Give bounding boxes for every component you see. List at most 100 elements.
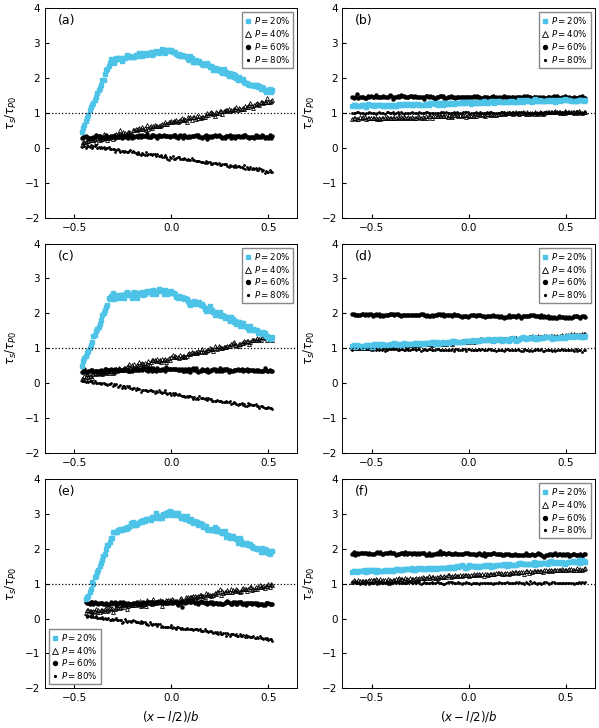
$P = 40\%$: [359, 344, 367, 352]
$P = 20\%$: [482, 561, 489, 570]
$P = 60\%$: [349, 550, 356, 558]
$P = 20\%$: [582, 95, 589, 104]
$P = 20\%$: [543, 559, 550, 568]
$P = 20\%$: [179, 293, 186, 302]
$P = 80\%$: [579, 347, 586, 356]
$P = 20\%$: [78, 362, 86, 371]
$P = 20\%$: [426, 564, 434, 573]
$P = 20\%$: [426, 98, 434, 107]
Legend: $P = 20\%$, $P = 40\%$, $P = 60\%$, $P = 80\%$: $P = 20\%$, $P = 40\%$, $P = 60\%$, $P =…: [539, 483, 591, 539]
$P = 60\%$: [582, 93, 589, 102]
$P = 80\%$: [187, 156, 194, 165]
Line: $P = 80\%$: $P = 80\%$: [351, 347, 586, 353]
$P = 80\%$: [155, 386, 162, 395]
$P = 20\%$: [212, 526, 219, 535]
Y-axis label: $\tau_s/\tau_{P0}$: $\tau_s/\tau_{P0}$: [4, 96, 19, 130]
$P = 80\%$: [237, 162, 244, 171]
$P = 40\%$: [141, 359, 148, 368]
$P = 80\%$: [472, 108, 479, 116]
$P = 20\%$: [511, 336, 518, 344]
$P = 60\%$: [511, 312, 518, 320]
$P = 60\%$: [179, 133, 186, 142]
Text: (c): (c): [58, 250, 74, 263]
$P = 60\%$: [582, 550, 589, 558]
$P = 20\%$: [582, 332, 589, 341]
$P = 80\%$: [510, 346, 517, 355]
$P = 40\%$: [582, 563, 589, 572]
$P = 80\%$: [443, 108, 450, 116]
$P = 80\%$: [510, 578, 517, 587]
$P = 40\%$: [349, 114, 356, 123]
$P = 20\%$: [482, 99, 489, 108]
$P = 60\%$: [180, 366, 187, 375]
$P = 60\%$: [162, 363, 170, 371]
$P = 80\%$: [471, 579, 478, 587]
$P = 40\%$: [443, 339, 450, 348]
$P = 20\%$: [352, 343, 359, 352]
$P = 20\%$: [187, 300, 194, 309]
$P = 60\%$: [184, 596, 192, 604]
$P = 60\%$: [187, 132, 194, 141]
$P = 40\%$: [472, 111, 479, 120]
$P = 20\%$: [443, 99, 450, 108]
Y-axis label: $\tau_s/\tau_{P0}$: $\tau_s/\tau_{P0}$: [301, 96, 317, 130]
$P = 40\%$: [178, 353, 185, 362]
$P = 20\%$: [237, 537, 244, 545]
$P = 60\%$: [482, 92, 489, 101]
$P = 20\%$: [211, 64, 218, 73]
$P = 80\%$: [78, 142, 86, 151]
$P = 80\%$: [349, 578, 356, 587]
$P = 60\%$: [426, 92, 434, 100]
Line: $P = 80\%$: $P = 80\%$: [80, 143, 274, 174]
$P = 60\%$: [482, 312, 489, 321]
$P = 80\%$: [179, 154, 186, 163]
$P = 60\%$: [482, 552, 489, 561]
Legend: $P = 20\%$, $P = 40\%$, $P = 60\%$, $P = 80\%$: $P = 20\%$, $P = 40\%$, $P = 60\%$, $P =…: [242, 248, 293, 303]
Line: $P = 20\%$: $P = 20\%$: [80, 48, 274, 133]
Text: (e): (e): [58, 485, 75, 498]
$P = 80\%$: [180, 625, 187, 634]
Line: $P = 60\%$: $P = 60\%$: [84, 598, 274, 608]
$P = 20\%$: [155, 285, 162, 293]
$P = 20\%$: [472, 337, 479, 346]
X-axis label: $(x-l/2)/b$: $(x-l/2)/b$: [440, 709, 498, 724]
$P = 80\%$: [582, 578, 589, 587]
Legend: $P = 20\%$, $P = 40\%$, $P = 60\%$, $P = 80\%$: $P = 20\%$, $P = 40\%$, $P = 60\%$, $P =…: [242, 12, 293, 68]
$P = 80\%$: [236, 630, 243, 639]
$P = 20\%$: [443, 339, 450, 347]
Line: $P = 60\%$: $P = 60\%$: [350, 312, 586, 320]
$P = 80\%$: [268, 405, 276, 414]
Line: $P = 40\%$: $P = 40\%$: [350, 566, 587, 584]
Text: (f): (f): [355, 485, 370, 498]
$P = 60\%$: [349, 92, 356, 101]
$P = 40\%$: [156, 596, 163, 604]
$P = 20\%$: [82, 595, 89, 604]
Line: $P = 60\%$: $P = 60\%$: [350, 92, 586, 100]
$P = 80\%$: [261, 168, 268, 177]
Y-axis label: $\tau_s/\tau_{P0}$: $\tau_s/\tau_{P0}$: [4, 331, 19, 365]
$P = 20\%$: [362, 103, 370, 111]
$P = 60\%$: [541, 553, 548, 561]
$P = 20\%$: [543, 332, 550, 341]
$P = 20\%$: [141, 50, 148, 58]
Line: $P = 80\%$: $P = 80\%$: [80, 379, 274, 411]
$P = 40\%$: [510, 569, 517, 577]
$P = 40\%$: [141, 124, 148, 132]
$P = 80\%$: [349, 346, 356, 355]
$P = 20\%$: [511, 561, 518, 569]
$P = 20\%$: [482, 336, 489, 345]
$P = 60\%$: [443, 94, 450, 103]
$P = 60\%$: [513, 93, 520, 102]
Line: $P = 40\%$: $P = 40\%$: [80, 333, 274, 381]
$P = 80\%$: [426, 108, 434, 117]
$P = 40\%$: [186, 348, 193, 357]
$P = 40\%$: [268, 95, 276, 104]
$P = 60\%$: [353, 90, 361, 99]
$P = 20\%$: [237, 322, 244, 331]
$P = 80\%$: [144, 620, 151, 628]
$P = 40\%$: [541, 566, 548, 574]
$P = 40\%$: [426, 339, 434, 348]
$P = 20\%$: [575, 556, 582, 565]
Line: $P = 20\%$: $P = 20\%$: [350, 334, 586, 349]
$P = 60\%$: [181, 598, 188, 607]
